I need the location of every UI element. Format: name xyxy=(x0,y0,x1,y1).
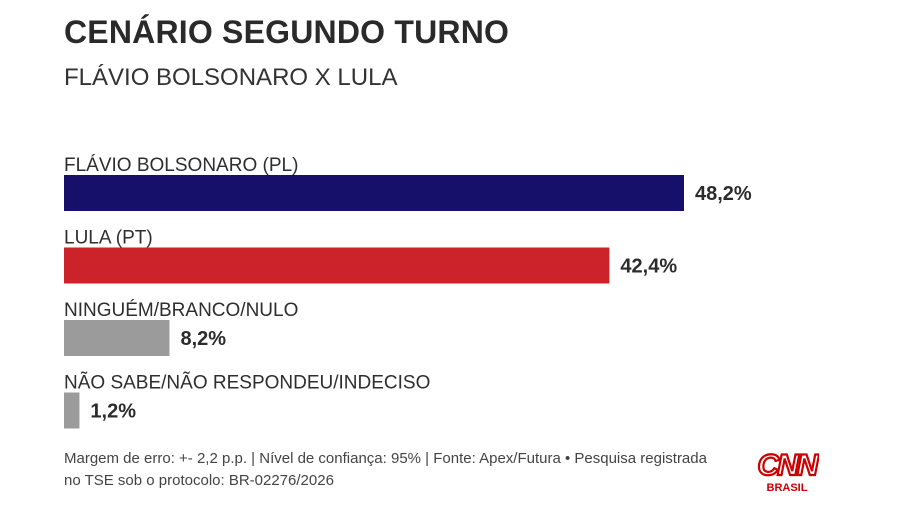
value-label: 8,2% xyxy=(180,328,226,350)
value-label: 48,2% xyxy=(695,183,752,205)
footnote-line-1: Margem de erro: +- 2,2 p.p. | Nível de c… xyxy=(64,450,707,467)
footnote: Margem de erro: +- 2,2 p.p. | Nível de c… xyxy=(64,448,754,492)
bar xyxy=(64,247,610,284)
bar xyxy=(64,320,170,356)
value-label: 42,4% xyxy=(620,256,677,278)
chart-title: CENÁRIO SEGUNDO TURNO xyxy=(64,14,510,50)
chart-subtitle: FLÁVIO BOLSONARO X LULA xyxy=(64,64,398,91)
cnn-brasil-logo: CNN BRASIL xyxy=(756,448,820,494)
category-label: LULA (PT) xyxy=(64,228,153,249)
bar xyxy=(64,175,684,211)
category-label: NINGUÉM/BRANCO/NULO xyxy=(64,300,298,321)
bar xyxy=(64,392,80,429)
value-label: 1,2% xyxy=(90,401,136,423)
category-label: FLÁVIO BOLSONARO (PL) xyxy=(64,155,298,176)
category-label: NÃO SABE/NÃO RESPONDEU/INDECISO xyxy=(64,372,430,394)
cnn-logo-text: CNN xyxy=(758,449,820,482)
bar-chart: FLÁVIO BOLSONARO (PL) 48,2% LULA (PT) 42,4%… xyxy=(64,155,752,429)
footnote-line-2: no TSE sob o protocolo: BR-02276/2026 xyxy=(64,472,334,489)
brasil-logo-text: BRASIL xyxy=(767,482,808,494)
